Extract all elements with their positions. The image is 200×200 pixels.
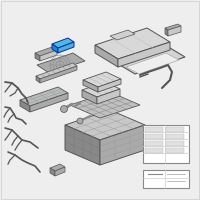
Polygon shape	[50, 168, 55, 176]
Polygon shape	[35, 53, 40, 61]
Polygon shape	[82, 90, 97, 104]
Bar	[166, 148, 184, 153]
Polygon shape	[70, 92, 140, 118]
Polygon shape	[40, 50, 57, 61]
Polygon shape	[110, 30, 135, 40]
Polygon shape	[83, 72, 121, 87]
Polygon shape	[98, 79, 121, 92]
Bar	[166, 141, 184, 146]
Circle shape	[77, 118, 83, 124]
Polygon shape	[95, 28, 170, 59]
Polygon shape	[65, 110, 145, 140]
Polygon shape	[95, 45, 118, 67]
Polygon shape	[36, 76, 40, 83]
Polygon shape	[40, 66, 77, 83]
Bar	[145, 141, 163, 146]
Polygon shape	[120, 48, 185, 74]
Polygon shape	[118, 42, 170, 67]
Polygon shape	[97, 89, 120, 104]
Polygon shape	[100, 125, 145, 165]
Polygon shape	[82, 82, 120, 97]
Polygon shape	[65, 125, 100, 165]
Bar	[145, 134, 163, 139]
Polygon shape	[20, 100, 30, 112]
Polygon shape	[58, 42, 74, 53]
Circle shape	[60, 106, 68, 112]
Bar	[145, 127, 163, 132]
Bar	[143, 125, 189, 163]
Polygon shape	[50, 164, 65, 171]
Bar	[166, 127, 184, 132]
Polygon shape	[35, 47, 57, 56]
Polygon shape	[52, 44, 58, 53]
Polygon shape	[20, 87, 68, 106]
Polygon shape	[83, 80, 98, 92]
Bar	[166, 134, 184, 139]
Polygon shape	[30, 93, 68, 112]
Bar	[143, 170, 189, 188]
Polygon shape	[52, 38, 74, 48]
Polygon shape	[37, 53, 85, 73]
Bar	[145, 148, 163, 153]
Polygon shape	[55, 167, 65, 176]
Polygon shape	[36, 63, 77, 79]
Polygon shape	[126, 53, 179, 74]
Polygon shape	[165, 28, 168, 36]
Polygon shape	[165, 24, 181, 30]
Polygon shape	[168, 26, 181, 36]
